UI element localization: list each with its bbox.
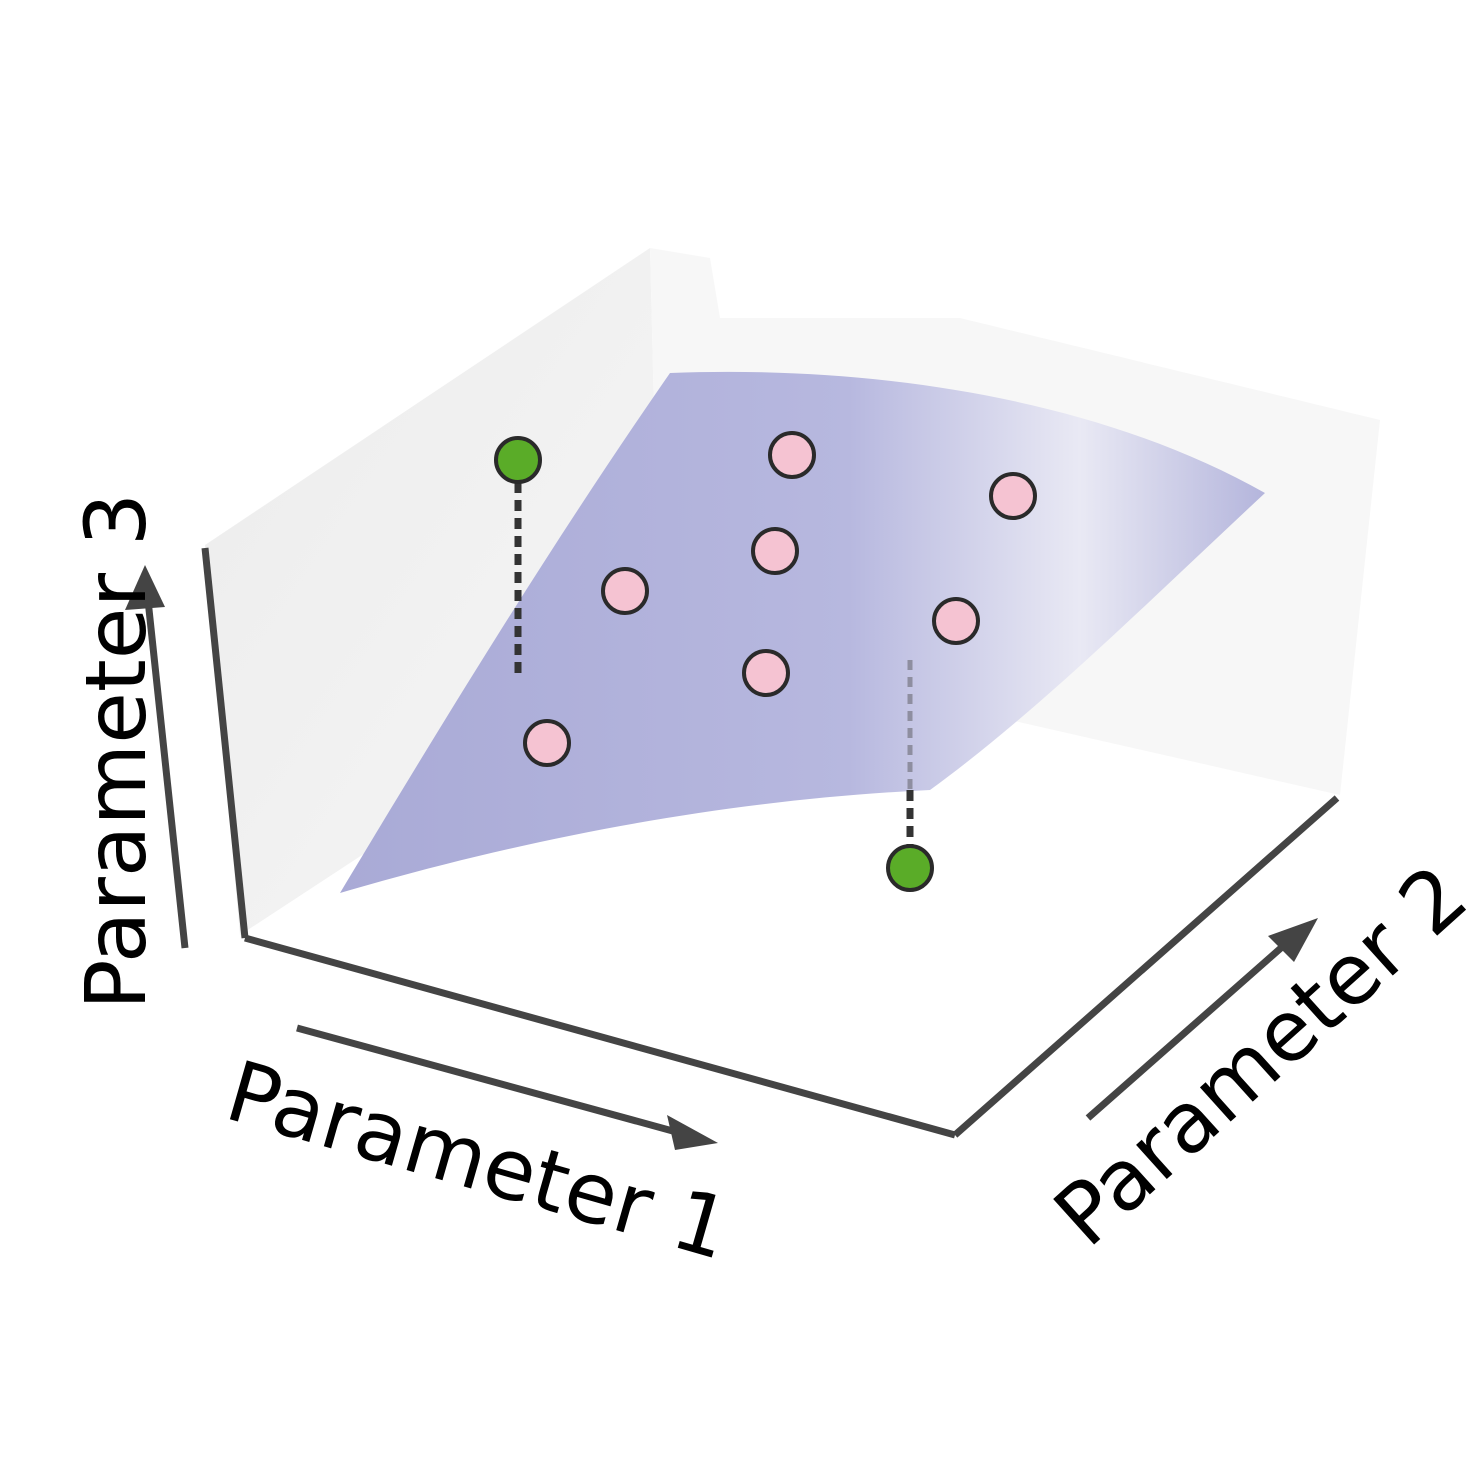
surface-point [601,567,649,615]
surface-point [751,527,799,575]
surface-point [932,597,980,645]
z-axis-line [201,547,249,939]
x-axis-line [244,934,956,1139]
off-surface-point-below [886,844,934,892]
x-direction-arrow [296,1024,718,1150]
back-wall-left [205,248,660,935]
off-surface-point-above [494,436,542,484]
surface-point [989,472,1037,520]
surface-points [523,431,1037,767]
surface-point [768,431,816,479]
z-direction-arrow [125,565,189,949]
y-axis-label: Parameter 2 [1036,846,1468,1265]
surface-point [523,719,571,767]
y-axis-line [952,795,1340,1138]
surface-point [742,649,790,697]
z-axis-label: Parameter 3 [67,493,165,1010]
y-direction-arrow [1085,918,1318,1121]
